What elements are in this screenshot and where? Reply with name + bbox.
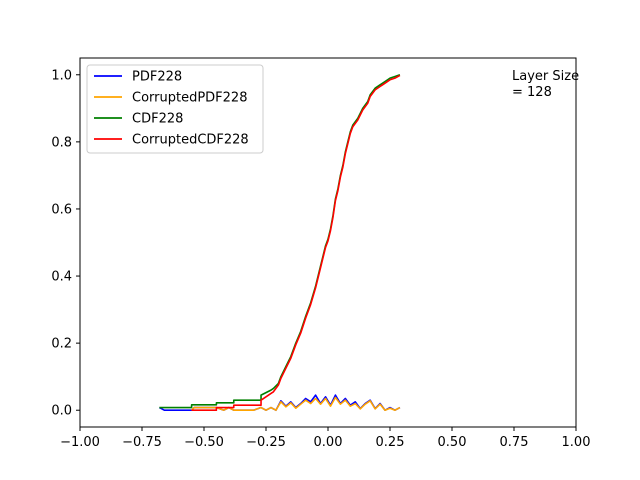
legend-label-pdf228: PDF228	[132, 70, 182, 85]
y-tick-label: 0.4	[51, 270, 72, 285]
annotation-line-2: = 128	[512, 85, 552, 100]
legend: PDF228 CorruptedPDF228 CDF228 CorruptedCDF2…	[86, 64, 264, 154]
x-tick-label: 0.75	[500, 435, 529, 450]
y-tick-label: 0.6	[51, 202, 72, 217]
x-tick-label: −0.75	[122, 435, 162, 450]
x-tick-label: −1.00	[60, 435, 100, 450]
x-tick-label: 0.00	[314, 435, 343, 450]
x-tick-label: 0.25	[376, 435, 405, 450]
legend-label-cdf228: CDF228	[132, 112, 183, 127]
plot-lines	[158, 74, 401, 412]
x-axis: −1.00 −0.75 −0.50 −0.25 0.00 0.25 0.50 0.75 1.00	[60, 427, 590, 450]
y-tick-label: 1.0	[51, 68, 72, 83]
annotation-line-1: Layer Size	[512, 69, 579, 84]
legend-box	[86, 64, 264, 154]
y-axis: 0.0 0.2 0.4 0.6 0.8 1.0	[51, 68, 80, 419]
y-tick-label: 0.8	[51, 135, 72, 150]
x-tick-label: −0.50	[184, 435, 224, 450]
legend-label-corruptedpdf228: CorruptedPDF228	[132, 91, 247, 106]
y-tick-label: 0.0	[51, 404, 72, 419]
y-tick-label: 0.2	[51, 337, 72, 352]
x-tick-label: 0.50	[438, 435, 467, 450]
legend-label-corruptedcdf228: CorruptedCDF228	[132, 133, 249, 148]
x-tick-label: −0.25	[246, 435, 286, 450]
x-tick-label: 1.00	[562, 435, 591, 450]
series-line-corruptedpdf228	[191, 396, 401, 412]
series-line-corruptedcdf228	[191, 74, 401, 412]
